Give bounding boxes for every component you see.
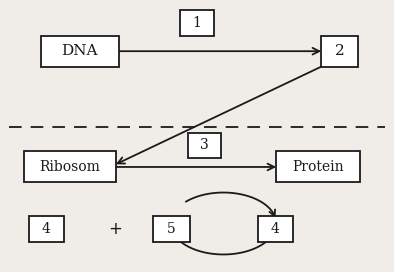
FancyBboxPatch shape — [258, 216, 293, 242]
FancyBboxPatch shape — [24, 152, 116, 183]
FancyBboxPatch shape — [321, 36, 359, 67]
Text: Ribosom: Ribosom — [39, 160, 100, 174]
FancyBboxPatch shape — [276, 152, 361, 183]
FancyBboxPatch shape — [29, 216, 64, 242]
Text: 2: 2 — [335, 44, 345, 58]
FancyBboxPatch shape — [153, 216, 190, 242]
Text: Protein: Protein — [292, 160, 344, 174]
Text: 5: 5 — [167, 222, 176, 236]
Text: 3: 3 — [201, 138, 209, 152]
FancyBboxPatch shape — [41, 36, 119, 67]
Text: 4: 4 — [42, 222, 51, 236]
Text: 1: 1 — [193, 16, 201, 30]
FancyBboxPatch shape — [180, 10, 214, 36]
Text: 4: 4 — [271, 222, 280, 236]
FancyBboxPatch shape — [188, 133, 221, 158]
Text: +: + — [108, 220, 122, 238]
Text: DNA: DNA — [61, 44, 98, 58]
